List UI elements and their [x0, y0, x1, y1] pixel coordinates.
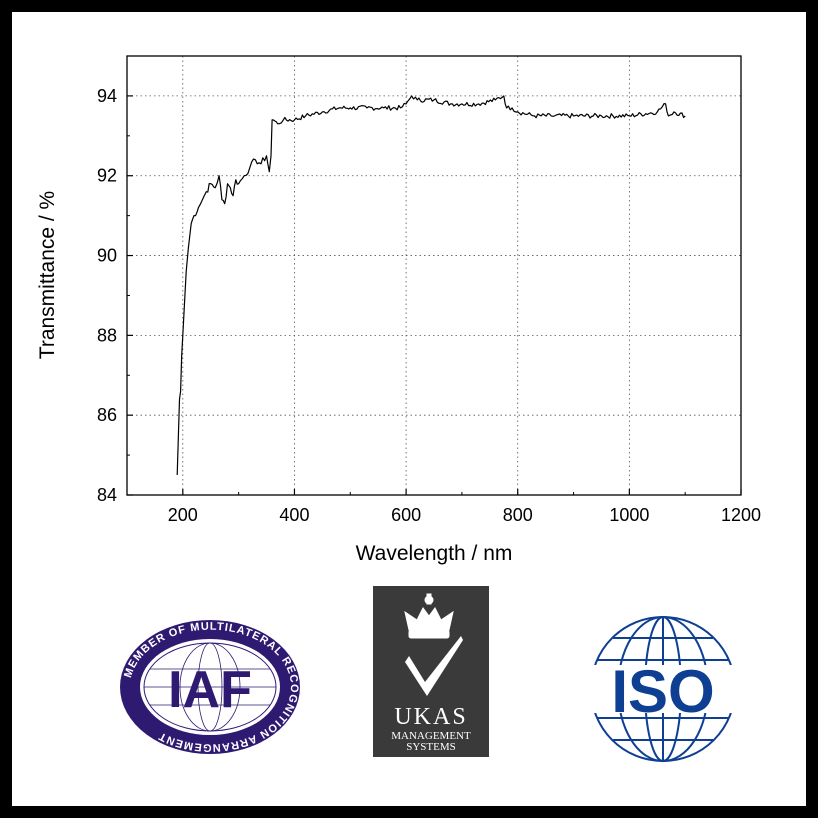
iaf-mark: IAF — [168, 661, 252, 719]
y-axis-title: Transmittance / % — [36, 191, 59, 359]
y-tick-label: 90 — [97, 246, 117, 266]
x-tick-label: 1200 — [721, 505, 761, 525]
ukas-subtitle-2: SYSTEMS — [406, 741, 456, 753]
y-tick-label: 92 — [97, 166, 117, 186]
ukas-subtitle-1: MANAGEMENT — [391, 730, 471, 742]
y-tick-label: 88 — [97, 325, 117, 345]
y-tick-label: 94 — [97, 86, 117, 106]
ukas-mark: UKAS — [394, 704, 467, 730]
transmittance-chart: 200 400 600 800 1000 1200 84 86 88 90 92 94 Wavelen… — [36, 55, 761, 565]
y-tick-label: 86 — [97, 405, 117, 425]
check-icon — [405, 636, 463, 696]
iso-logo: ISO — [589, 616, 737, 762]
tick-labels: 200 400 600 800 1000 1200 84 86 88 90 92 94 — [97, 86, 761, 525]
iaf-logo: IAF MEMBER OF MULTILATERAL RECOGNITION A… — [120, 620, 300, 754]
x-tick-label: 200 — [168, 505, 198, 525]
y-tick-label: 84 — [97, 485, 117, 505]
crown-icon — [404, 593, 454, 639]
axis-ticks — [126, 95, 742, 496]
x-tick-label: 600 — [391, 505, 421, 525]
x-axis-title: Wavelength / nm — [356, 542, 513, 565]
ukas-logo: UKAS MANAGEMENT SYSTEMS — [373, 586, 489, 757]
iso-mark: ISO — [611, 658, 714, 725]
x-tick-label: 800 — [503, 505, 533, 525]
transmittance-series-line — [176, 95, 686, 476]
grid — [127, 56, 741, 495]
figure-card: 200 400 600 800 1000 1200 84 86 88 90 92 94 Wavelen… — [12, 12, 806, 806]
x-tick-label: 400 — [279, 505, 309, 525]
plot-frame — [126, 55, 742, 496]
x-tick-label: 1000 — [609, 505, 649, 525]
